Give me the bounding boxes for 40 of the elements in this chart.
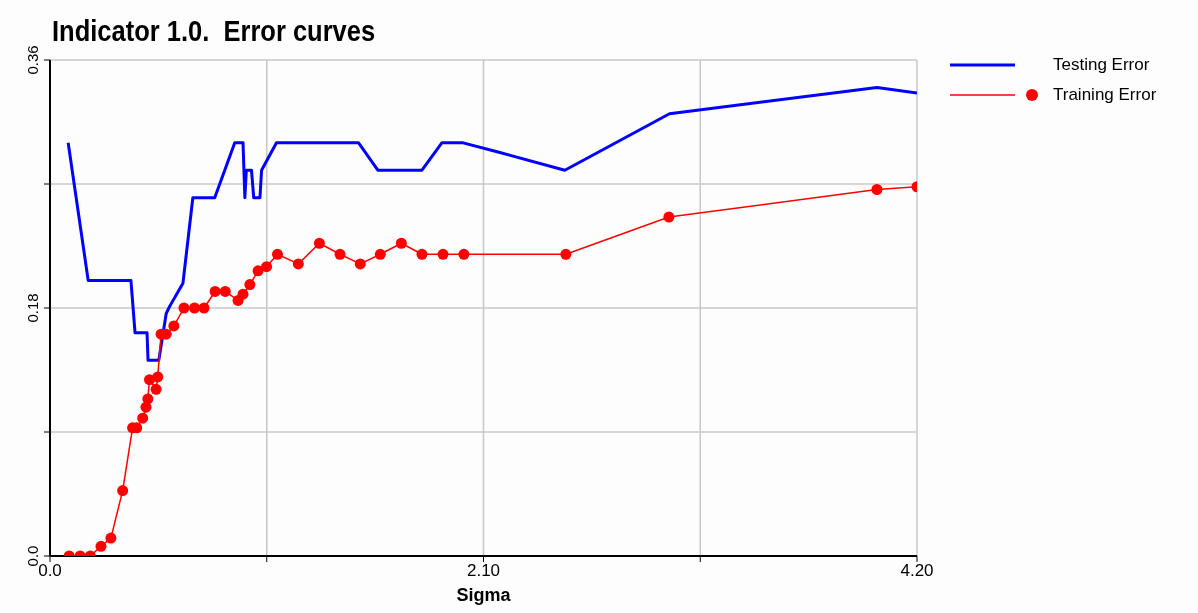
x-axis-title: Sigma	[456, 585, 512, 605]
point	[105, 532, 117, 544]
point	[437, 248, 449, 260]
point	[416, 248, 428, 260]
point	[871, 184, 883, 196]
point	[168, 320, 180, 332]
y-tick-label: 0.18	[24, 293, 41, 323]
point	[219, 285, 231, 297]
point	[198, 302, 210, 314]
point	[117, 485, 129, 497]
point	[292, 258, 304, 270]
x-tick-label: 4.20	[900, 561, 934, 581]
line-series	[66, 86, 917, 362]
point	[313, 237, 325, 249]
point	[458, 248, 470, 260]
point	[244, 279, 256, 291]
point	[334, 248, 346, 260]
point	[237, 288, 249, 300]
y-tick-label: 0.36	[24, 45, 41, 75]
point	[374, 248, 386, 260]
point	[261, 261, 273, 273]
point	[137, 412, 149, 424]
chart-title: Indicator 1.0. Error curves	[52, 14, 376, 48]
point	[142, 393, 154, 405]
x-tick-label: 2.10	[466, 561, 501, 581]
point	[152, 371, 164, 383]
point	[395, 237, 407, 249]
point	[663, 211, 675, 223]
point	[252, 265, 264, 277]
point	[95, 540, 107, 552]
legend-label: Testing Error	[1053, 55, 1150, 75]
point	[178, 302, 190, 314]
point	[354, 258, 366, 270]
x-tick-label: 0.0	[38, 561, 62, 581]
point	[189, 302, 200, 314]
point	[560, 248, 572, 260]
point	[271, 248, 283, 260]
legend-label: Training Error	[1053, 85, 1157, 105]
point	[209, 285, 221, 297]
point	[150, 383, 162, 395]
